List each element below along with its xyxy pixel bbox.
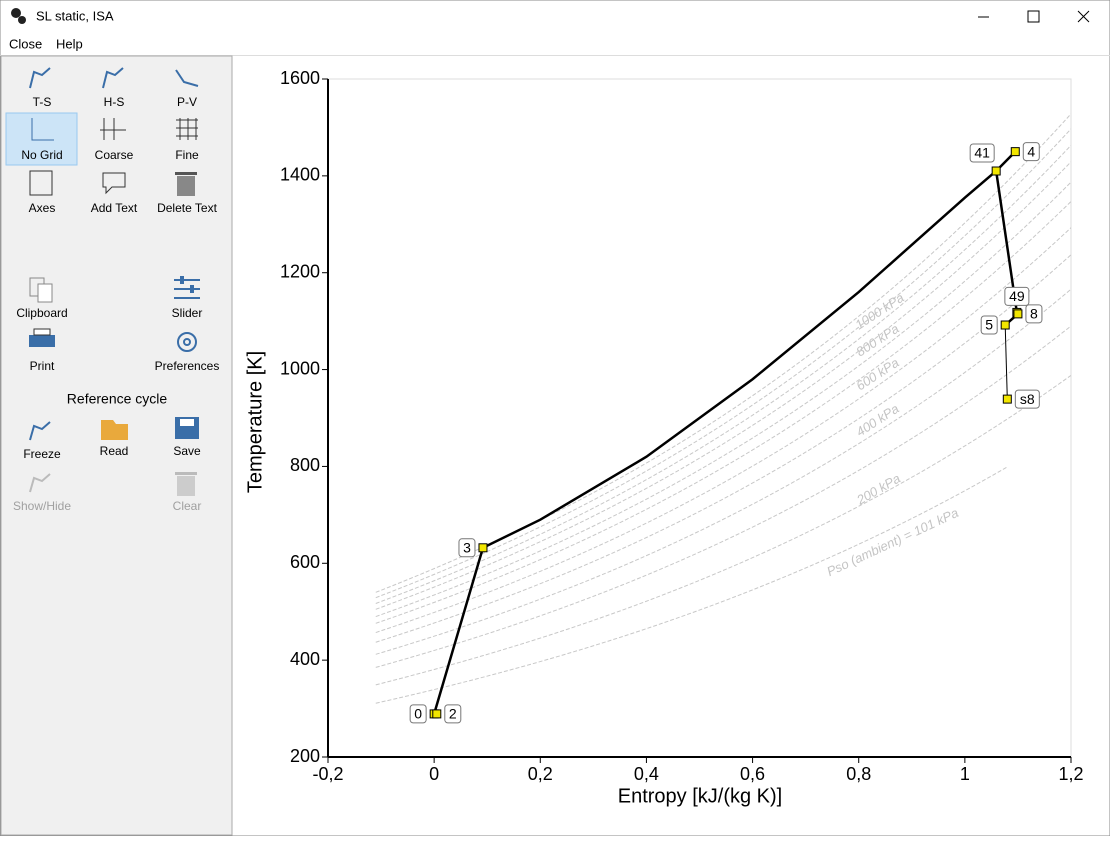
toolbar-label[interactable]: Axes xyxy=(29,201,56,215)
plot-area xyxy=(375,113,1071,704)
isobar xyxy=(375,128,1071,599)
point-label: 3 xyxy=(463,539,471,555)
x-tick-label: 0 xyxy=(429,764,439,784)
state-point xyxy=(1002,394,1012,404)
point-label-box xyxy=(1014,389,1040,409)
point-label: 8 xyxy=(1030,306,1038,322)
expansion-line xyxy=(1004,325,1008,400)
point-label-box xyxy=(980,315,998,335)
point-label-box xyxy=(409,704,427,724)
x-tick-label: 0,2 xyxy=(528,764,553,784)
point-label-box xyxy=(1025,304,1043,324)
toolbar-label[interactable]: Read xyxy=(100,444,129,458)
toolbar-label: Show/Hide xyxy=(13,499,71,513)
app-icon xyxy=(18,16,26,24)
toolbar-label[interactable]: T-S xyxy=(33,95,52,109)
toolbar-label[interactable]: Preferences xyxy=(155,359,220,373)
section-title: Reference cycle xyxy=(67,391,168,407)
toolbar-label[interactable]: Fine xyxy=(175,148,199,162)
y-tick-label: 800 xyxy=(290,455,320,475)
toolbar-label[interactable]: Print xyxy=(30,359,55,373)
y-tick-label: 1400 xyxy=(280,165,320,185)
x-axis-title: Entropy [kJ/(kg K)] xyxy=(618,785,783,807)
state-point xyxy=(432,709,442,719)
isobar xyxy=(375,145,1071,604)
x-tick-label: 1,2 xyxy=(1058,764,1083,784)
isobar xyxy=(375,466,1008,704)
point-label: s8 xyxy=(1020,391,1035,407)
toolbar-label[interactable]: Delete Text xyxy=(157,201,217,215)
isobar xyxy=(375,325,1071,668)
icons xyxy=(29,67,200,496)
y-tick-label: 200 xyxy=(290,746,320,766)
state-point xyxy=(1000,320,1010,330)
point-label: 0 xyxy=(414,706,422,722)
x-tick-label: 0,8 xyxy=(846,764,871,784)
toolbar-label[interactable]: Slider xyxy=(172,306,203,320)
y-tick-label: 1600 xyxy=(280,68,320,88)
menu-item[interactable]: Help xyxy=(56,36,83,51)
isobar xyxy=(375,227,1071,634)
state-point xyxy=(1010,147,1020,157)
isobar xyxy=(375,113,1071,593)
x-tick-label: 1 xyxy=(960,764,970,784)
x-tick-label: -0,2 xyxy=(312,764,343,784)
toolbar-label[interactable]: P-V xyxy=(177,95,197,109)
point-label: 49 xyxy=(1009,288,1025,304)
toolbar-label[interactable]: Clipboard xyxy=(16,306,67,320)
point-label: 41 xyxy=(974,145,990,161)
point-label: 2 xyxy=(449,706,457,722)
y-tick-label: 1200 xyxy=(280,261,320,281)
isobar xyxy=(375,374,1071,686)
y-tick-label: 1000 xyxy=(280,358,320,378)
selected-button[interactable] xyxy=(5,112,78,166)
toolbar-label[interactable]: Add Text xyxy=(91,201,138,215)
point-label-box xyxy=(969,143,995,163)
y-tick-label: 400 xyxy=(290,649,320,669)
close-button[interactable] xyxy=(1077,10,1090,23)
point-label-box xyxy=(458,538,476,558)
x-tick-label: 0,6 xyxy=(740,764,765,784)
state-point xyxy=(1013,309,1023,319)
state-point xyxy=(478,543,488,553)
point-label: 4 xyxy=(1027,143,1035,159)
toolbar-label[interactable]: Freeze xyxy=(23,447,61,461)
menu-item[interactable]: Close xyxy=(9,36,42,51)
point-label-box xyxy=(1022,142,1040,162)
toolbar-label[interactable]: Save xyxy=(173,444,201,458)
window-title: SL static, ISA xyxy=(36,8,114,23)
state-point xyxy=(991,166,1001,176)
toolbar-label[interactable]: No Grid xyxy=(21,148,62,162)
isobar xyxy=(375,254,1071,643)
isobar xyxy=(375,181,1071,618)
point-label: 5 xyxy=(985,317,993,333)
point-label-box xyxy=(444,704,462,724)
y-axis-title: Temperature [K] xyxy=(244,351,266,493)
point-label-box xyxy=(1004,286,1030,306)
maximize-button[interactable] xyxy=(1027,10,1040,23)
isobar xyxy=(375,201,1071,624)
y-tick-label: 600 xyxy=(290,552,320,572)
app-icon xyxy=(11,8,21,18)
isobar xyxy=(375,288,1071,655)
toolbar-label[interactable]: Coarse xyxy=(95,148,134,162)
toolbar-label: Clear xyxy=(173,499,202,513)
toolbar-label[interactable]: H-S xyxy=(104,95,125,109)
x-tick-label: 0,4 xyxy=(634,764,659,784)
isobar xyxy=(375,161,1071,610)
